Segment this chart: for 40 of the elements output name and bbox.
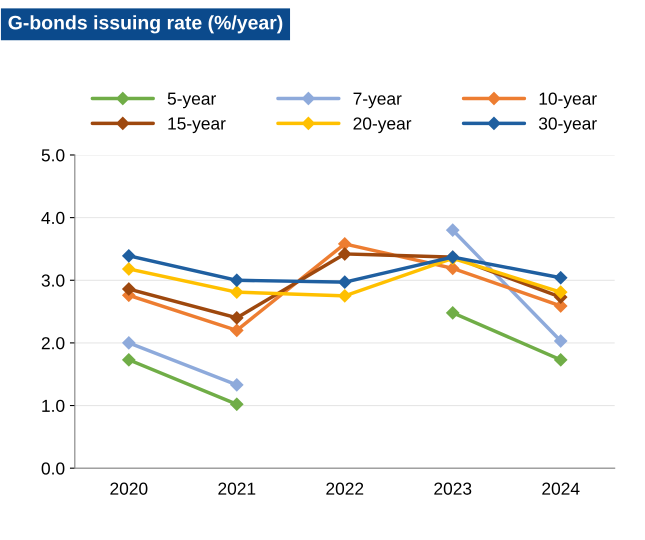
y-tick-label: 1.0 xyxy=(42,400,64,412)
point xyxy=(554,271,568,284)
point xyxy=(230,378,244,392)
point xyxy=(446,224,460,237)
legend-label: 30-year xyxy=(538,117,597,134)
y-tick-label: 3.0 xyxy=(42,274,64,287)
point xyxy=(446,306,460,320)
point xyxy=(122,249,136,262)
point xyxy=(230,324,244,337)
point xyxy=(446,262,460,275)
x-tick-label: 2022 xyxy=(326,482,364,495)
y-tick-label: 2.0 xyxy=(42,337,64,350)
point xyxy=(554,353,568,366)
legend-label: 10-year xyxy=(540,92,597,108)
point xyxy=(230,398,244,411)
point xyxy=(338,247,352,261)
point xyxy=(122,282,136,296)
point xyxy=(554,286,568,299)
x-tick-label: 2023 xyxy=(434,482,472,495)
point xyxy=(338,276,352,289)
point xyxy=(230,274,244,287)
chart-title: G-bonds issuing rate (%/year) xyxy=(8,15,282,34)
y-tick-label: 5.0 xyxy=(42,149,64,162)
legend-label: 7-year xyxy=(354,92,402,108)
legend-label: 15-year xyxy=(168,118,226,134)
point xyxy=(230,286,244,299)
point xyxy=(338,237,352,251)
point xyxy=(122,262,136,276)
legend-label: 5-year xyxy=(168,92,216,108)
point xyxy=(230,311,244,324)
y-tick-label: 0.0 xyxy=(42,462,64,475)
point xyxy=(554,334,568,348)
legend-label: 20-year xyxy=(354,117,412,134)
x-tick-label: 2020 xyxy=(110,482,148,495)
point xyxy=(338,289,352,303)
x-tick-label: 2024 xyxy=(542,482,580,495)
point xyxy=(122,353,136,366)
x-tick-label: 2021 xyxy=(218,482,256,495)
point xyxy=(122,336,136,350)
y-tick-label: 4.0 xyxy=(41,212,64,224)
